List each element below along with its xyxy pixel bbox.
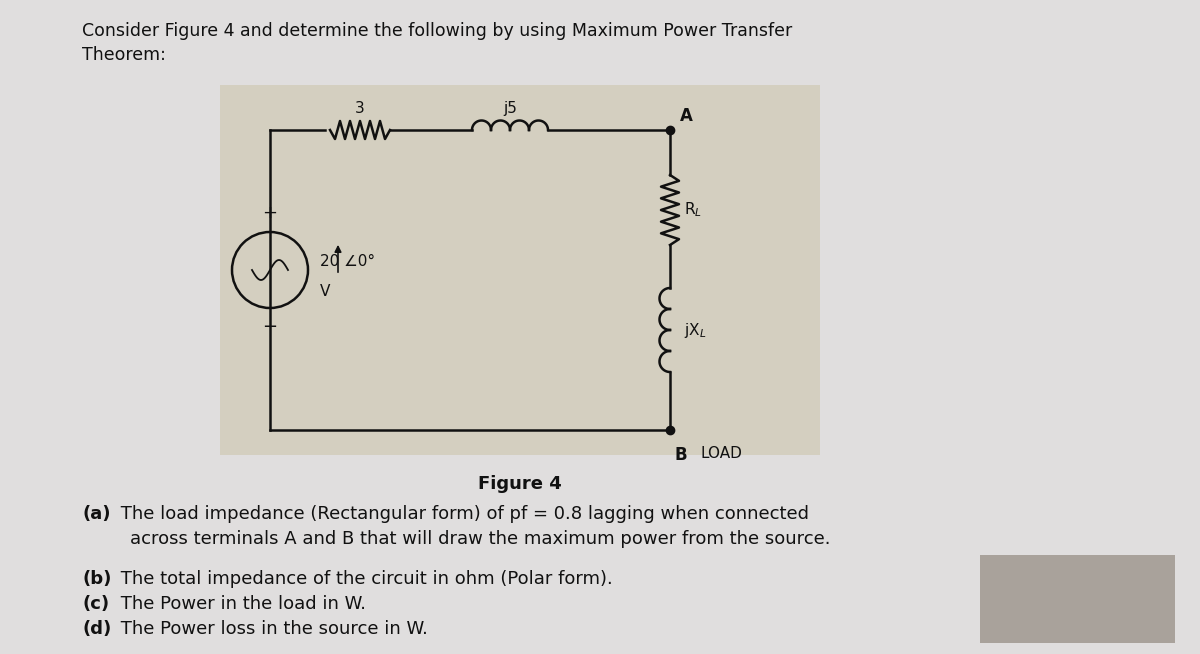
Text: (b): (b) — [82, 570, 112, 588]
Text: (d): (d) — [82, 620, 112, 638]
Text: R$_L$: R$_L$ — [684, 201, 702, 219]
Text: (c): (c) — [82, 595, 109, 613]
Text: j5: j5 — [503, 101, 517, 116]
Bar — [980, 555, 1175, 643]
Text: Theorem:: Theorem: — [82, 46, 166, 64]
Text: The total impedance of the circuit in ohm (Polar form).: The total impedance of the circuit in oh… — [115, 570, 613, 588]
Text: The Power in the load in W.: The Power in the load in W. — [115, 595, 366, 613]
Bar — [220, 85, 820, 455]
Text: The Power loss in the source in W.: The Power loss in the source in W. — [115, 620, 428, 638]
Text: jX$_L$: jX$_L$ — [684, 320, 707, 339]
Text: B: B — [674, 446, 688, 464]
Text: Figure 4: Figure 4 — [478, 475, 562, 493]
Text: (a): (a) — [82, 505, 110, 523]
Text: −: − — [263, 318, 277, 336]
Text: 20 ∠0°: 20 ∠0° — [320, 254, 376, 269]
Text: 3: 3 — [355, 101, 365, 116]
Text: A: A — [680, 107, 692, 125]
Text: The load impedance (Rectangular form) of pf = 0.8 lagging when connected: The load impedance (Rectangular form) of… — [115, 505, 809, 523]
Text: Consider Figure 4 and determine the following by using Maximum Power Transfer: Consider Figure 4 and determine the foll… — [82, 22, 792, 40]
Text: LOAD: LOAD — [700, 446, 742, 461]
Text: V: V — [320, 284, 330, 300]
Text: +: + — [263, 204, 277, 222]
Text: across terminals A and B that will draw the maximum power from the source.: across terminals A and B that will draw … — [130, 530, 830, 548]
